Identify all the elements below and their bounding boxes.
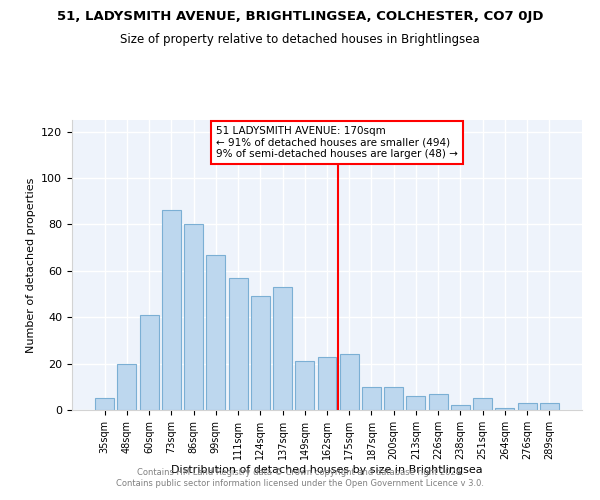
Bar bbox=[496, 408, 514, 410]
Bar bbox=[406, 396, 425, 410]
Bar bbox=[184, 224, 203, 410]
Bar bbox=[140, 315, 158, 410]
Text: Size of property relative to detached houses in Brightlingsea: Size of property relative to detached ho… bbox=[120, 32, 480, 46]
Bar bbox=[429, 394, 448, 410]
Bar bbox=[295, 362, 314, 410]
Bar bbox=[518, 403, 536, 410]
Text: 51 LADYSMITH AVENUE: 170sqm
← 91% of detached houses are smaller (494)
9% of sem: 51 LADYSMITH AVENUE: 170sqm ← 91% of det… bbox=[216, 126, 458, 159]
Bar bbox=[362, 387, 381, 410]
Bar bbox=[229, 278, 248, 410]
Bar bbox=[95, 398, 114, 410]
Bar bbox=[451, 406, 470, 410]
X-axis label: Distribution of detached houses by size in Brightlingsea: Distribution of detached houses by size … bbox=[171, 464, 483, 474]
Text: 51, LADYSMITH AVENUE, BRIGHTLINGSEA, COLCHESTER, CO7 0JD: 51, LADYSMITH AVENUE, BRIGHTLINGSEA, COL… bbox=[57, 10, 543, 23]
Bar bbox=[317, 356, 337, 410]
Bar bbox=[473, 398, 492, 410]
Bar bbox=[162, 210, 181, 410]
Bar bbox=[340, 354, 359, 410]
Bar bbox=[251, 296, 270, 410]
Y-axis label: Number of detached properties: Number of detached properties bbox=[26, 178, 35, 352]
Bar bbox=[273, 287, 292, 410]
Bar bbox=[384, 387, 403, 410]
Bar bbox=[540, 403, 559, 410]
Bar bbox=[206, 254, 225, 410]
Text: Contains HM Land Registry data © Crown copyright and database right 2024.
Contai: Contains HM Land Registry data © Crown c… bbox=[116, 468, 484, 487]
Bar bbox=[118, 364, 136, 410]
